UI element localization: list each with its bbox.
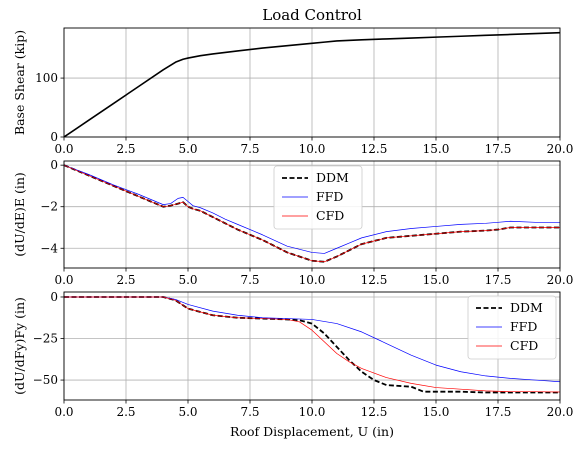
- legend-label-ffd: FFD: [510, 319, 537, 334]
- legend: DDM FFD CFD: [273, 165, 363, 230]
- series-line-main: [64, 31, 560, 137]
- x-tick-label: 7.5: [240, 273, 259, 287]
- x-tick-label: 15.0: [423, 273, 450, 287]
- x-tick-label: 10.0: [299, 405, 326, 419]
- legend-label-cfd: CFD: [510, 338, 538, 353]
- y-axis-label: (dU/dFy)Fy (in): [12, 297, 27, 395]
- x-tick-label: 10.0: [299, 142, 326, 156]
- x-tick-label: 17.5: [485, 273, 512, 287]
- y-tick-label: −4: [40, 241, 58, 255]
- chart-title: Load Control: [262, 6, 362, 24]
- x-tick-label: 2.5: [116, 142, 135, 156]
- series-line-ffd: [64, 164, 560, 254]
- x-tick-label: 5.0: [178, 142, 197, 156]
- x-tick-label: 12.5: [361, 405, 388, 419]
- x-tick-label: 10.0: [299, 273, 326, 287]
- y-tick-label: 0: [50, 130, 58, 144]
- y-tick-label: 100: [35, 71, 58, 85]
- legend-box: [273, 165, 363, 230]
- x-tick-label: 15.0: [423, 142, 450, 156]
- axes-frame: [63, 27, 561, 138]
- x-tick-label: 0.0: [54, 273, 73, 287]
- chart-panel-3: 0.0 2.5 5.0 7.5 10.0 12.5 15.0 17.5 20.0 0 −25 −50 (…: [12, 290, 573, 439]
- y-tick-label: −50: [33, 373, 58, 387]
- x-tick-label: 15.0: [423, 405, 450, 419]
- y-tick-label: 0: [50, 290, 58, 304]
- series-line-cfd: [64, 164, 560, 263]
- x-tick-label: 12.5: [361, 273, 388, 287]
- x-tick-label: 0.0: [54, 142, 73, 156]
- axes-frame: [63, 160, 561, 269]
- legend-label-ddm: DDM: [510, 300, 543, 315]
- x-tick-label: 0.0: [54, 405, 73, 419]
- axes-frame: [63, 291, 561, 401]
- x-tick-label: 20.0: [547, 405, 574, 419]
- y-tick-label: −2: [40, 200, 58, 214]
- x-tick-label: 20.0: [547, 142, 574, 156]
- x-tick-label: 5.0: [178, 405, 197, 419]
- legend-label-ffd: FFD: [316, 189, 343, 204]
- legend-label-cfd: CFD: [316, 208, 344, 223]
- x-tick-label: 5.0: [178, 273, 197, 287]
- legend-box: [467, 295, 557, 360]
- x-tick-label: 2.5: [116, 273, 135, 287]
- x-tick-label: 7.5: [240, 405, 259, 419]
- series-line-ffd: [64, 296, 560, 383]
- x-tick-label: 12.5: [361, 142, 388, 156]
- legend-label-ddm: DDM: [316, 170, 349, 185]
- x-tick-label: 20.0: [547, 273, 574, 287]
- x-tick-label: 2.5: [116, 405, 135, 419]
- legend: DDM FFD CFD: [467, 295, 557, 360]
- x-tick-label: 17.5: [485, 405, 512, 419]
- y-tick-label: −25: [33, 332, 58, 346]
- y-axis-label: Base Shear (kip): [12, 30, 27, 135]
- x-axis-label: Roof Displacement, U (in): [230, 424, 394, 439]
- y-axis-label: (dU/dE)E (in): [12, 172, 27, 257]
- y-tick-label: 0: [50, 158, 58, 172]
- chart-panel-2: 0.0 2.5 5.0 7.5 10.0 12.5 15.0 17.5 20.0 0 −2 −4 (dU…: [12, 158, 573, 287]
- chart-panel-1: 0.0 2.5 5.0 7.5 10.0 12.5 15.0 17.5 20.0 0 100 Load…: [12, 6, 573, 156]
- series-line-cfd: [64, 296, 560, 393]
- series-line-ddm: [64, 296, 560, 394]
- x-tick-label: 17.5: [485, 142, 512, 156]
- x-tick-label: 7.5: [240, 142, 259, 156]
